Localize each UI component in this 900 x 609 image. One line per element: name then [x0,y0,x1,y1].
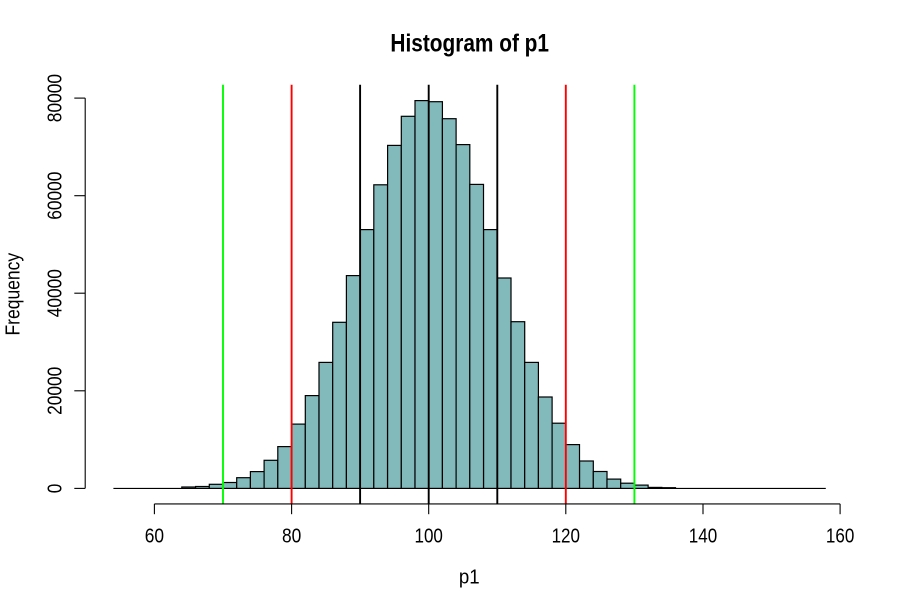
svg-text:80: 80 [282,524,301,547]
svg-text:Histogram of p1: Histogram of p1 [390,29,549,57]
svg-text:Frequency: Frequency [2,252,25,335]
svg-text:0: 0 [44,484,67,494]
svg-text:60000: 60000 [44,172,67,220]
svg-text:p1: p1 [459,566,480,589]
svg-text:80000: 80000 [44,74,67,122]
svg-text:120: 120 [552,524,580,547]
svg-text:160: 160 [826,524,854,547]
svg-text:20000: 20000 [44,367,67,415]
svg-text:100: 100 [415,524,443,547]
svg-text:140: 140 [689,524,717,547]
svg-text:60: 60 [145,524,164,547]
svg-text:40000: 40000 [44,269,67,317]
